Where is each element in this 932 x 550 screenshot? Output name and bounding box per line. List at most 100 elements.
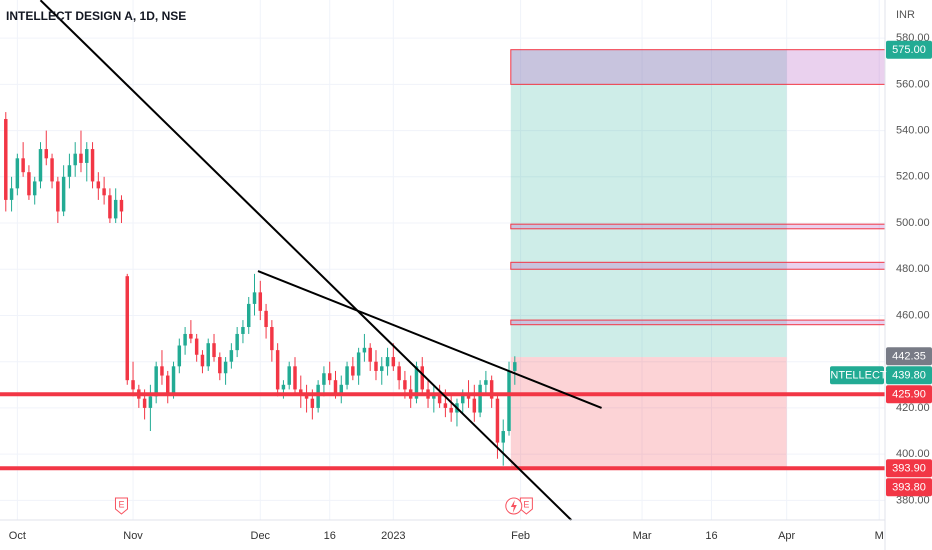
x-tick-label: 2023 [381, 530, 405, 542]
candle-body [287, 366, 291, 385]
candle-body [466, 394, 471, 399]
candle-body [501, 431, 505, 443]
candle-body [56, 181, 60, 212]
candle-body [154, 366, 158, 397]
candle-body [21, 158, 25, 173]
y-tick-label: 520.00 [896, 171, 930, 183]
candle-body [73, 153, 77, 166]
candle-body [96, 181, 101, 189]
candle-body [391, 357, 396, 367]
event-label: E [523, 499, 529, 509]
candle-body [241, 327, 245, 334]
candle-body [478, 384, 482, 413]
x-tick-label: Oct [9, 530, 26, 542]
zone [510, 319, 886, 326]
zone [510, 49, 886, 85]
candle-body [38, 149, 43, 182]
candle-body [4, 119, 8, 200]
price-tag-label: 575.00 [892, 44, 926, 56]
trend-line [257, 270, 602, 409]
candle-body [513, 362, 517, 371]
x-tick-label: Apr [778, 530, 795, 542]
axes: 380.00400.00420.00440.00460.00480.00500.… [9, 32, 932, 542]
candle-body [183, 333, 187, 346]
y-tick-label: 380.00 [896, 494, 930, 506]
zone [510, 261, 886, 270]
candle-body [223, 361, 228, 374]
target-zone [510, 49, 787, 358]
y-tick-label: 480.00 [896, 263, 930, 275]
candle-body [304, 394, 309, 399]
candle-body [32, 181, 37, 196]
y-tick-label: 560.00 [896, 78, 930, 90]
candle-body [310, 398, 315, 408]
candle-body [403, 380, 407, 390]
split-icon [510, 500, 517, 513]
candle-body [27, 172, 31, 196]
candle-body [264, 310, 268, 328]
price-tag [886, 478, 932, 497]
candle-body [166, 375, 170, 395]
candle-body [345, 366, 349, 385]
chart-title: INTELLECT DESIGN A, 1D, NSE [6, 9, 186, 23]
grid [0, 0, 885, 520]
candle-body [489, 380, 494, 399]
candle-body [108, 195, 112, 219]
candle-body [293, 366, 297, 390]
candle-body [61, 176, 66, 212]
event-label: E [118, 499, 124, 509]
candle-body [9, 188, 14, 200]
candle-body [368, 347, 372, 362]
price-tag [886, 40, 932, 59]
candle-body [252, 292, 257, 304]
candle-body [275, 350, 280, 390]
candle-body [79, 153, 83, 163]
axis-unit: INR [896, 9, 915, 21]
candle-body [218, 357, 222, 374]
candle-body [119, 199, 124, 212]
x-tick-label: Feb [511, 530, 530, 542]
stop-zone [510, 357, 787, 469]
x-tick-label: Mar [633, 530, 652, 542]
price-tag [886, 459, 932, 478]
candle-body [414, 366, 419, 399]
candle-body [270, 327, 274, 351]
candle-body [229, 350, 234, 362]
y-tick-label: 400.00 [896, 448, 930, 460]
candle-body [333, 380, 338, 395]
candle-body [50, 158, 54, 182]
candle-body [171, 366, 176, 395]
y-tick-label: 500.00 [896, 217, 930, 229]
x-tick-label: Nov [123, 530, 143, 542]
price-tag-label: 439.80 [892, 370, 926, 382]
candle-body [15, 158, 20, 189]
candle-body [160, 366, 164, 376]
candle-body [113, 199, 118, 219]
candle-body [246, 303, 251, 328]
candle-body [125, 276, 129, 381]
candle-body [351, 366, 355, 376]
y-tick-label: 540.00 [896, 124, 930, 136]
event-badge [114, 497, 128, 515]
price-tag [886, 347, 932, 366]
candle-body [212, 343, 216, 358]
candle-body [142, 398, 147, 408]
candle-body [235, 333, 239, 351]
candle-body [339, 384, 344, 395]
x-tick-label: 16 [324, 530, 336, 542]
candle-body [322, 373, 326, 385]
zone [510, 223, 886, 230]
candle-body [85, 149, 89, 163]
candle-body [281, 384, 286, 390]
x-tick-label: 16 [705, 530, 717, 542]
candle-body [437, 394, 442, 404]
candle-body [206, 343, 210, 367]
price-tag-label: 393.90 [892, 463, 926, 475]
candle-body [102, 188, 106, 196]
drawings [510, 49, 886, 469]
candle-body [374, 361, 378, 371]
price-tag [886, 385, 932, 404]
